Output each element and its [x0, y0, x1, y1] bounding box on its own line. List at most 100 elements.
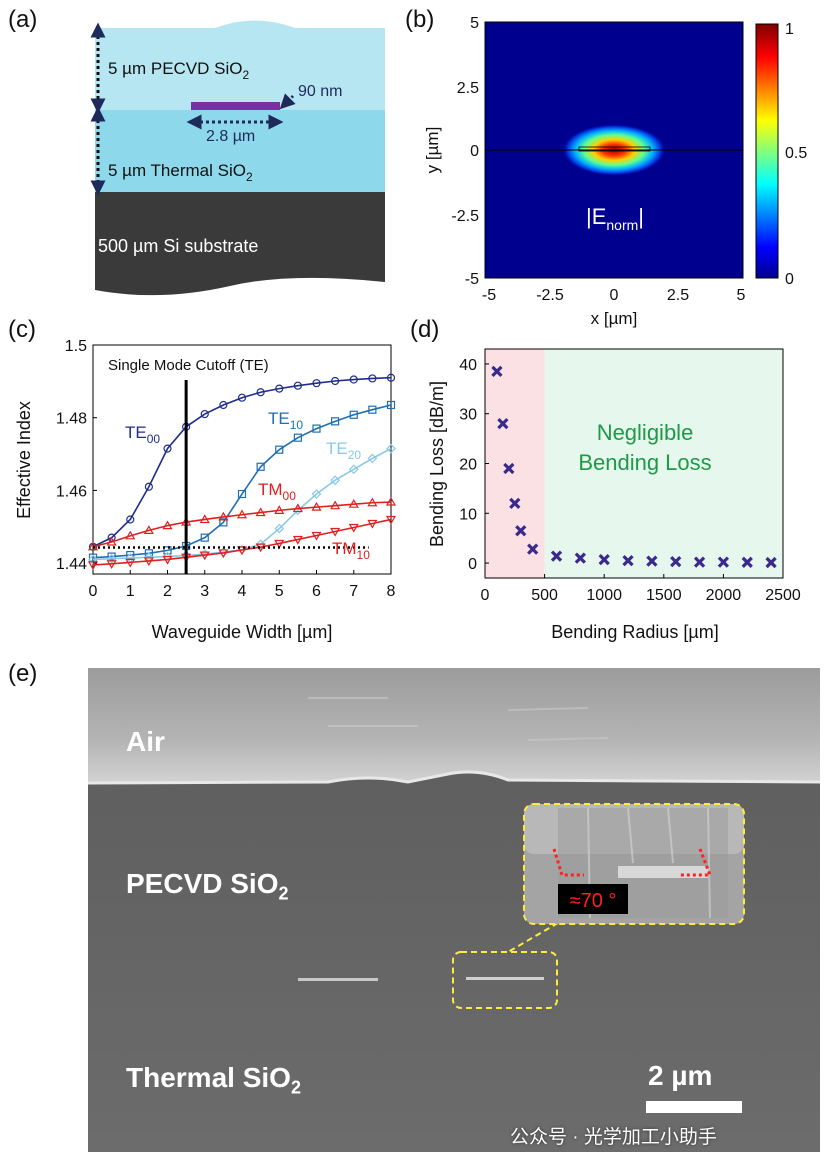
data-point-te10	[331, 417, 340, 426]
data-point-te00	[256, 388, 265, 397]
y-tick: 20	[459, 457, 477, 474]
waveguide-core-right	[466, 977, 544, 980]
data-point-tm10	[218, 549, 229, 559]
x-tick: 1500	[646, 587, 682, 604]
series-line-te10	[92, 404, 392, 559]
y-tick: 10	[459, 506, 477, 523]
data-point-tm00	[311, 501, 322, 511]
series-line-te00	[92, 376, 392, 548]
y-tick: 2.5	[457, 80, 479, 97]
data-point-te10	[107, 552, 116, 561]
x-tick: 2000	[706, 587, 742, 604]
data-point-te20	[255, 539, 266, 550]
data-point	[497, 418, 509, 430]
y-tick: 1.48	[56, 411, 87, 428]
plot-frame	[92, 344, 392, 575]
angle-label: ≈70 °	[570, 890, 617, 912]
field-label: |Enorm|	[586, 204, 644, 233]
panel-a-label: (a)	[8, 6, 38, 33]
data-point-tm10	[385, 515, 397, 525]
data-point-te20	[311, 489, 322, 499]
data-point-te00	[237, 393, 247, 402]
tm00-label: TM00	[258, 480, 296, 503]
data-point	[741, 556, 753, 568]
data-point-te20	[386, 443, 396, 454]
y-tick: 0	[468, 556, 477, 573]
field-plot-frame	[484, 21, 744, 279]
data-point-te10	[88, 553, 98, 562]
series-line-tm00	[92, 501, 392, 548]
surface-edge	[88, 770, 820, 785]
air-label: Air	[126, 726, 165, 757]
data-point	[515, 525, 527, 537]
y-tick: 1.46	[56, 483, 87, 500]
x-tick: 500	[531, 587, 558, 604]
data-point	[527, 543, 539, 555]
data-point-te00	[126, 515, 135, 524]
data-point-tm00	[162, 520, 173, 530]
x-tick: 6	[312, 583, 321, 600]
data-point	[598, 553, 610, 566]
x-tick: 0	[610, 287, 619, 304]
te10-label: TE10	[268, 409, 303, 432]
data-point-tm10	[330, 527, 341, 537]
data-point-te10	[237, 489, 247, 499]
data-point	[670, 555, 682, 568]
x-tick: 1000	[586, 587, 622, 604]
tm10-label: TM10	[332, 539, 370, 562]
panel-d-label: (d)	[410, 316, 440, 343]
data-point-te20	[274, 523, 285, 534]
data-point	[509, 497, 521, 509]
colorbar-tick: 0	[785, 271, 794, 288]
data-point-tm00	[385, 496, 397, 506]
data-point	[646, 555, 658, 567]
data-point-tm00	[218, 511, 229, 521]
data-point-tm00	[292, 503, 303, 513]
air-region	[88, 668, 820, 788]
data-point-te10	[200, 533, 209, 542]
x-tick: 7	[349, 583, 358, 600]
data-point-tm10	[143, 557, 154, 567]
colorbar	[755, 23, 779, 279]
data-point-te00	[219, 400, 228, 410]
negligible-annotation-line1: Negligible	[597, 420, 694, 445]
data-point-te00	[312, 379, 321, 388]
x-tick: 0	[481, 587, 490, 604]
data-point	[693, 556, 706, 568]
data-point-tm00	[106, 536, 117, 546]
x-tick: 2500	[765, 587, 801, 604]
core-width-label: 2.8 µm	[206, 128, 255, 145]
x-tick: -2.5	[536, 287, 564, 304]
x-tick: -5	[482, 287, 496, 304]
data-point-te00	[368, 374, 377, 383]
pecvd-layer	[95, 20, 385, 110]
data-point-te20	[106, 553, 117, 564]
data-point-tm00	[199, 514, 210, 524]
thermal-layer-label: 5 µm Thermal SiO2	[108, 161, 253, 184]
data-point-tm10	[199, 551, 210, 561]
x-tick: 4	[238, 583, 247, 600]
colorbar-tick: 0.5	[785, 145, 807, 162]
watermark: 公众号 · 光学加工小助手	[510, 1127, 717, 1148]
pecvd-layer-label: 5 µm PECVD SiO2	[108, 59, 250, 82]
data-point-te00	[163, 444, 172, 453]
data-point-te00	[200, 409, 209, 419]
data-point-tm00	[274, 505, 285, 514]
data-point-te20	[330, 475, 340, 486]
core-thickness-arrow	[279, 93, 296, 110]
data-point-tm10	[311, 531, 322, 541]
colorbar-tick: 1	[785, 21, 794, 38]
thermal-label: Thermal SiO2	[126, 1062, 301, 1098]
panel-e-sem-image: ≈70 ° Air PECVD SiO2 Thermal SiO2 2 µm	[88, 668, 820, 1152]
data-point-te10	[312, 424, 321, 433]
y-tick: 0	[470, 143, 479, 160]
data-point-tm10	[125, 558, 136, 568]
data-point-te10	[368, 405, 377, 414]
data-point-tm00	[125, 530, 136, 540]
data-point	[574, 552, 586, 564]
data-point	[765, 556, 777, 569]
lossy-region	[485, 349, 545, 578]
y-tick: 1.44	[56, 556, 87, 573]
series-line-tm10	[92, 518, 392, 566]
x-axis-label: Bending Radius [µm]	[551, 622, 718, 642]
